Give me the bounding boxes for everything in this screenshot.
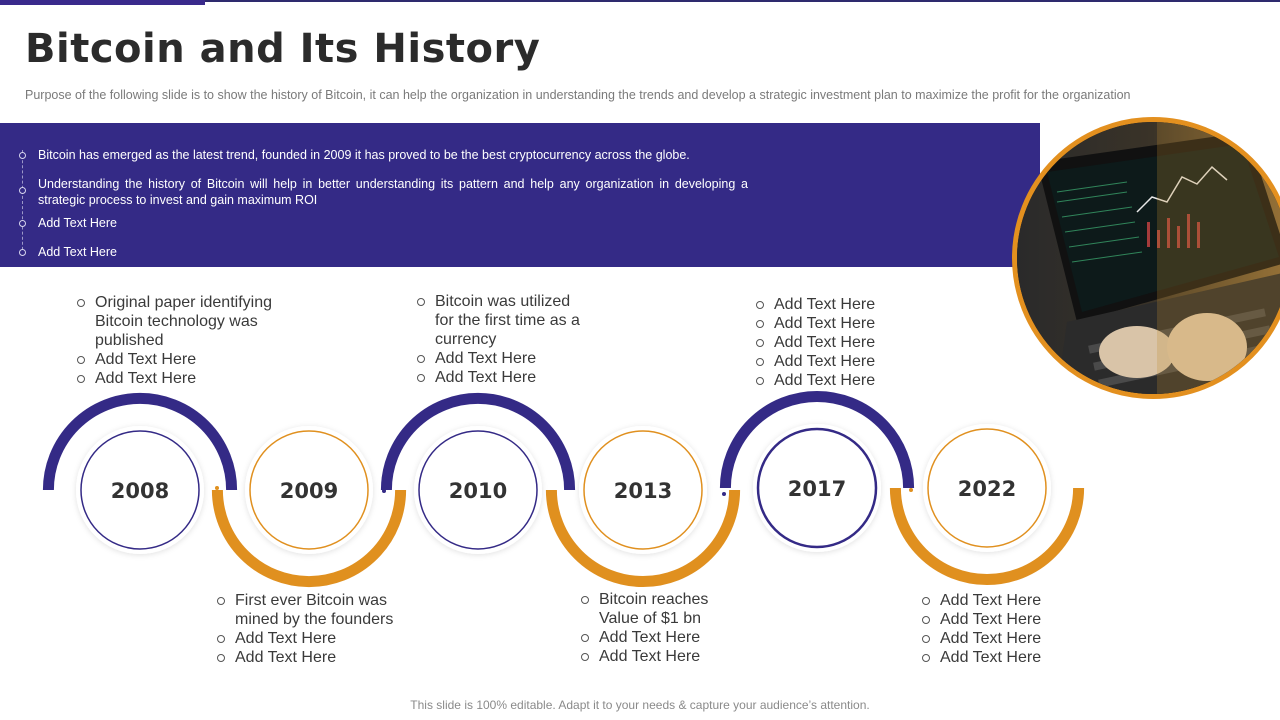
note-item: Add Text Here — [921, 591, 1091, 610]
year-label-2008: 2008 — [111, 479, 169, 503]
page-subtitle: Purpose of the following slide is to sho… — [25, 88, 1131, 102]
footer-note: This slide is 100% editable. Adapt it to… — [410, 698, 870, 712]
note-item: Add Text Here — [755, 352, 925, 371]
year-circle-2022: 2022 — [923, 424, 1051, 552]
notes-2009: First ever Bitcoin was mined by the foun… — [216, 591, 416, 667]
intro-point-2: Understanding the history of Bitcoin wil… — [38, 177, 748, 207]
note-item: Add Text Here — [416, 349, 591, 368]
note-item: Add Text Here — [921, 648, 1091, 667]
year-label-2022: 2022 — [958, 477, 1016, 501]
intro-band-rail — [22, 150, 23, 255]
note-item: Add Text Here — [755, 314, 925, 333]
top-accent-bar — [0, 0, 205, 5]
notes-2010: Bitcoin was utilized for the first time … — [416, 292, 591, 387]
note-item: Original paper identifying Bitcoin techn… — [76, 293, 286, 350]
bullet-dot-icon — [19, 220, 26, 227]
laptop-trading-image — [1012, 117, 1280, 399]
note-item: Add Text Here — [76, 369, 286, 388]
year-circle-2008: 2008 — [76, 426, 204, 554]
note-item: Add Text Here — [755, 371, 925, 390]
year-label-2017: 2017 — [788, 477, 846, 501]
year-label-2009: 2009 — [280, 479, 338, 503]
note-item: Bitcoin was utilized for the first time … — [416, 292, 591, 349]
intro-point-3: Add Text Here — [38, 216, 117, 230]
note-item: Bitcoin reaches Value of $1 bn — [580, 590, 740, 628]
bullet-dot-icon — [19, 152, 26, 159]
intro-point-4: Add Text Here — [38, 245, 117, 259]
note-item: Add Text Here — [216, 629, 416, 648]
note-item: Add Text Here — [755, 333, 925, 352]
note-item: Add Text Here — [416, 368, 591, 387]
note-item: Add Text Here — [921, 610, 1091, 629]
year-circle-2017: 2017 — [753, 424, 881, 552]
note-item: Add Text Here — [76, 350, 286, 369]
year-circle-2009: 2009 — [245, 426, 373, 554]
timeline-markers — [138, 393, 989, 585]
notes-2017: Add Text Here Add Text Here Add Text Her… — [755, 295, 925, 390]
year-circle-2010: 2010 — [414, 426, 542, 554]
note-item: Add Text Here — [580, 647, 740, 666]
note-item: Add Text Here — [755, 295, 925, 314]
year-circle-2013: 2013 — [579, 426, 707, 554]
notes-2008: Original paper identifying Bitcoin techn… — [76, 293, 286, 388]
intro-point-1: Bitcoin has emerged as the latest trend,… — [38, 148, 690, 162]
notes-2022: Add Text Here Add Text Here Add Text Her… — [921, 591, 1091, 667]
top-border-line — [0, 0, 1280, 2]
note-item: First ever Bitcoin was mined by the foun… — [216, 591, 416, 629]
note-item: Add Text Here — [921, 629, 1091, 648]
page-title: Bitcoin and Its History — [25, 26, 541, 72]
note-item: Add Text Here — [580, 628, 740, 647]
year-label-2010: 2010 — [449, 479, 507, 503]
bullet-dot-icon — [19, 249, 26, 256]
year-label-2013: 2013 — [614, 479, 672, 503]
notes-2013: Bitcoin reaches Value of $1 bn Add Text … — [580, 590, 740, 666]
intro-band — [0, 123, 1040, 267]
bullet-dot-icon — [19, 187, 26, 194]
note-item: Add Text Here — [216, 648, 416, 667]
